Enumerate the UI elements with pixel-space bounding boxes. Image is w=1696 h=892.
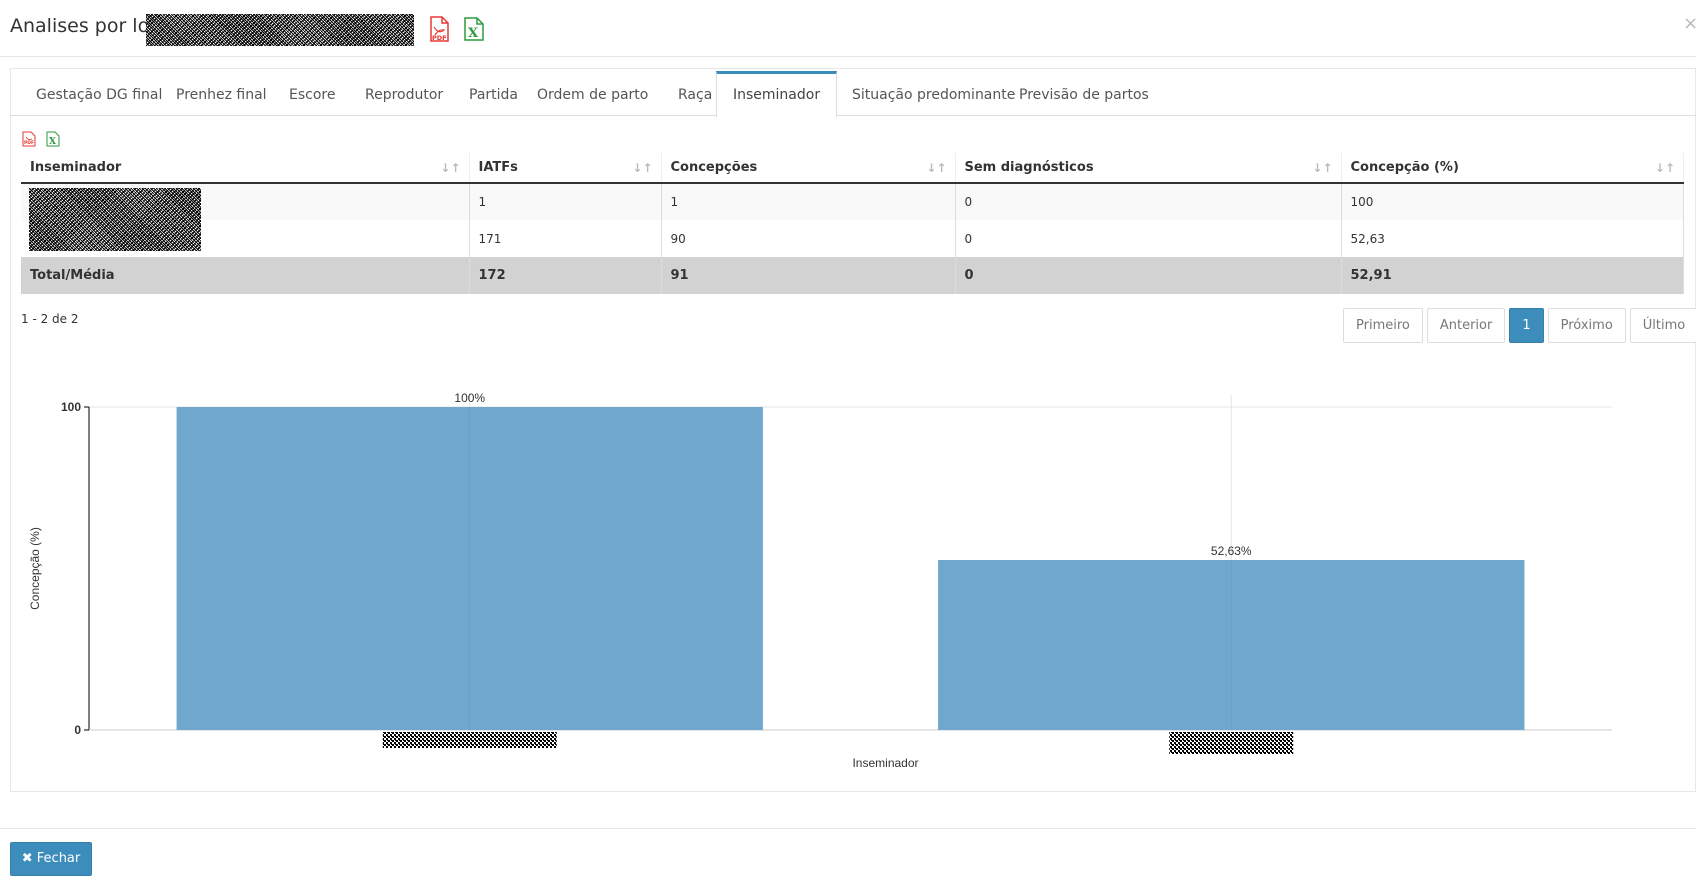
chart-y-ticks: 0 100 <box>61 400 89 737</box>
x-axis-label: Inseminador <box>852 756 918 770</box>
col-header-concepcoes[interactable]: Concepções ↓↑ <box>661 153 956 184</box>
sort-icon[interactable]: ↓↑ <box>632 161 653 175</box>
tab-reprodutor[interactable]: Reprodutor <box>365 87 444 103</box>
svg-text:X: X <box>49 137 56 147</box>
sort-icon[interactable]: ↓↑ <box>1654 161 1675 175</box>
fechar-label: Fechar <box>36 851 81 866</box>
chart-data-label: 100% <box>454 391 485 405</box>
page-first-button[interactable]: Primeiro <box>1343 308 1423 343</box>
redacted-lot-name <box>146 14 414 46</box>
col-header-label: IATFs <box>478 160 518 175</box>
modal-footer-divider <box>0 828 1696 829</box>
y-axis-label: Concepção (%) <box>28 527 42 610</box>
page-next-button[interactable]: Próximo <box>1547 308 1626 343</box>
page-last-button[interactable]: Último <box>1629 308 1696 343</box>
col-header-label: Sem diagnósticos <box>964 160 1094 175</box>
tab-situacao-predominante[interactable]: Situação predominante <box>852 87 1016 103</box>
sort-icon[interactable]: ↓↑ <box>440 161 461 175</box>
svg-text:PDF: PDF <box>24 140 34 146</box>
svg-text:X: X <box>468 26 479 41</box>
svg-text:PDF: PDF <box>432 34 447 42</box>
cell-iatfs: 1 <box>469 183 662 220</box>
cell-concepcoes: 1 <box>661 183 956 220</box>
tab-partida[interactable]: Partida <box>469 87 518 103</box>
cell-total-concepcao-pct: 52,91 <box>1341 257 1684 294</box>
table-row: 1 1 0 100 <box>21 183 1684 220</box>
modal-header: Analises por lotes PDF X × <box>0 0 1696 57</box>
page-prev-button[interactable]: Anterior <box>1426 308 1506 343</box>
tab-gestacao-dg-final[interactable]: Gestação DG final <box>36 87 163 103</box>
chart-category-label-redacted <box>382 732 557 748</box>
sort-icon[interactable]: ↓↑ <box>1312 161 1333 175</box>
tab-escore[interactable]: Escore <box>289 87 336 103</box>
tab-ordem-de-parto[interactable]: Ordem de parto <box>537 87 649 103</box>
tab-inseminador[interactable]: Inseminador <box>716 71 838 117</box>
chart-data-labels: 100% 52,63% <box>454 391 1252 558</box>
cell-total-iatfs: 172 <box>469 257 662 294</box>
table-total-row: Total/Média 172 91 0 52,91 <box>21 257 1684 294</box>
col-header-label: Concepção (%) <box>1350 160 1459 175</box>
y-tick-label: 0 <box>74 723 81 737</box>
close-modal-icon[interactable]: × <box>1683 13 1696 34</box>
col-header-concepcao-pct[interactable]: Concepção (%) ↓↑ <box>1341 153 1684 184</box>
col-header-sem-diagnosticos[interactable]: Sem diagnósticos ↓↑ <box>955 153 1342 184</box>
concepcao-bar-chart: 100% 52,63% 0 100 Concepção (%) Inseminado… <box>28 391 1612 770</box>
cell-total-concepcoes: 91 <box>661 257 956 294</box>
pagination-info: 1 - 2 de 2 <box>21 312 79 326</box>
cell-sem-diagnosticos: 0 <box>955 220 1342 257</box>
table-row: 171 90 0 52,63 <box>21 220 1684 257</box>
table-header-row: Inseminador ↓↑ IATFs ↓↑ Concepções ↓↑ Sem d… <box>21 153 1684 184</box>
cell-iatfs: 171 <box>469 220 662 257</box>
cell-total-sem-diagnosticos: 0 <box>955 257 1342 294</box>
col-header-inseminador[interactable]: Inseminador ↓↑ <box>21 153 470 184</box>
chart-bars <box>176 407 1525 730</box>
pagination: Primeiro Anterior 1 Próximo Último <box>1339 308 1696 343</box>
tab-bar: Gestação DG final Prenhez final Escore R… <box>10 71 1696 117</box>
fechar-button[interactable]: ✖ Fechar <box>10 842 92 876</box>
col-header-label: Concepções <box>670 160 758 175</box>
cell-concepcao-pct: 52,63 <box>1341 220 1684 257</box>
excel-export-icon[interactable]: X <box>463 17 485 41</box>
redacted-inseminador-names <box>29 188 201 251</box>
inseminador-table: Inseminador ↓↑ IATFs ↓↑ Concepções ↓↑ Sem d… <box>21 153 1684 294</box>
tab-raca[interactable]: Raça <box>678 87 713 103</box>
cell-concepcao-pct: 100 <box>1341 183 1684 220</box>
table-pdf-export-icon[interactable]: PDF <box>22 131 36 147</box>
col-header-iatfs[interactable]: IATFs ↓↑ <box>469 153 662 184</box>
cell-sem-diagnosticos: 0 <box>955 183 1342 220</box>
cell-concepcoes: 90 <box>661 220 956 257</box>
chart-category-labels <box>382 732 1294 754</box>
close-icon: ✖ <box>21 851 33 866</box>
modal-title: Analises por lotes <box>10 15 179 37</box>
y-tick-label: 100 <box>61 400 81 414</box>
chart-data-label: 52,63% <box>1211 544 1252 558</box>
table-excel-export-icon[interactable]: X <box>46 131 60 147</box>
page-current-button[interactable]: 1 <box>1509 308 1544 343</box>
cell-total-label: Total/Média <box>21 257 470 294</box>
tab-previsao-de-partos[interactable]: Previsão de partos <box>1019 87 1149 103</box>
pdf-export-icon[interactable]: PDF <box>428 16 450 42</box>
sort-icon[interactable]: ↓↑ <box>926 161 947 175</box>
chart-category-label-redacted <box>1169 732 1294 754</box>
col-header-label: Inseminador <box>30 160 122 175</box>
tab-prenhez-final[interactable]: Prenhez final <box>176 87 267 103</box>
